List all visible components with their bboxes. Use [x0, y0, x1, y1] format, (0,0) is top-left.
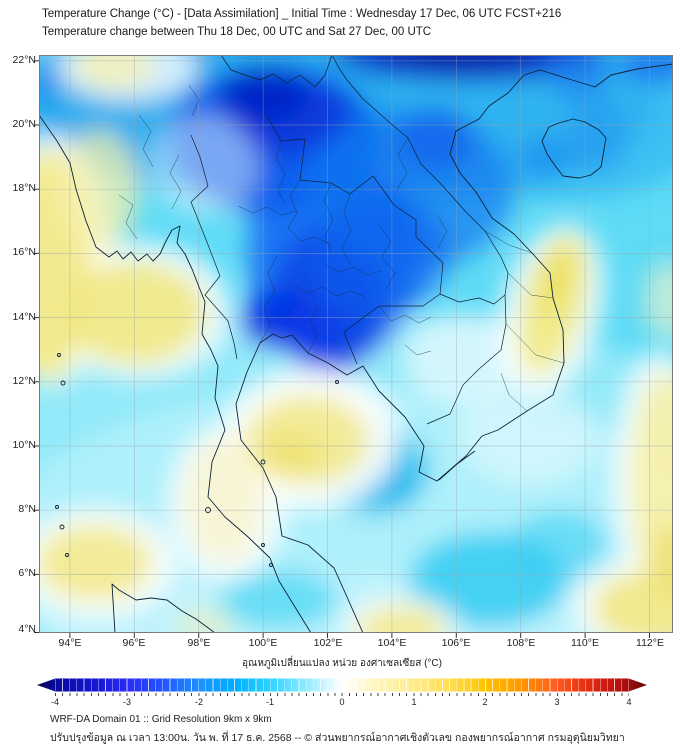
- lon-axis-label: 102°E: [313, 637, 343, 649]
- lon-axis-label: 106°E: [441, 637, 471, 649]
- colorbar-minor-ticks: [55, 693, 629, 696]
- lon-axis-label: 100°E: [248, 637, 278, 649]
- lat-axis-label: 6°N: [18, 567, 36, 579]
- colorbar-tick-label: -2: [194, 697, 203, 707]
- colorbar-tick-label: 4: [626, 697, 632, 707]
- lat-axis-label: 12°N: [12, 375, 36, 387]
- lat-axis-label: 20°N: [12, 118, 36, 130]
- lon-axis-label: 98°E: [187, 637, 211, 649]
- lat-axis-label: 4°N: [18, 623, 36, 635]
- colorbar-tick-label: -3: [122, 697, 131, 707]
- colorbar-tick-label: 0: [339, 697, 345, 707]
- temperature-field: [39, 55, 673, 633]
- colorbar-tick-label: 2: [482, 697, 488, 707]
- colorbar-tick-label: -1: [265, 697, 274, 707]
- coastline: [39, 63, 673, 633]
- lon-axis-label: 110°E: [571, 637, 599, 649]
- lon-axis-label: 112°E: [636, 637, 664, 649]
- lon-axis-label: 108°E: [506, 637, 536, 649]
- footer-model-info: WRF-DA Domain 01 :: Grid Resolution 9km …: [50, 714, 272, 725]
- lon-axis-label: 96°E: [122, 637, 146, 649]
- page-title: Temperature Change (°C) - [Data Assimila…: [42, 8, 562, 20]
- graticule: [39, 55, 673, 633]
- colorbar: [37, 678, 647, 692]
- lat-axis-label: 14°N: [12, 311, 36, 323]
- colorbar-tick-label: -4: [50, 697, 59, 707]
- colorbar-segments: [55, 678, 629, 692]
- footer-update-info: ปรับปรุงข้อมูล ณ เวลา 13:00น. วัน พ. ที่…: [50, 732, 625, 744]
- colorbar-title: อุณหภูมิเปลี่ยนแปลง หน่วย องศาเซลเซียส (…: [242, 658, 442, 669]
- lat-axis-label: 10°N: [12, 439, 36, 451]
- lon-axis-label: 94°E: [58, 637, 82, 649]
- lon-axis-label: 104°E: [377, 637, 407, 649]
- map-frame: [34, 55, 673, 638]
- colorbar-tick-label: 3: [554, 697, 560, 707]
- lat-axis-label: 22°N: [12, 54, 36, 66]
- page-subtitle: Temperature change between Thu 18 Dec, 0…: [42, 26, 432, 38]
- province-borders: [118, 84, 565, 412]
- lat-axis-label: 18°N: [12, 182, 36, 194]
- lat-axis-label: 8°N: [18, 503, 36, 515]
- colorbar-tick-label: 1: [411, 697, 417, 707]
- map-canvas: [34, 55, 673, 638]
- lat-axis-label: 16°N: [12, 246, 36, 258]
